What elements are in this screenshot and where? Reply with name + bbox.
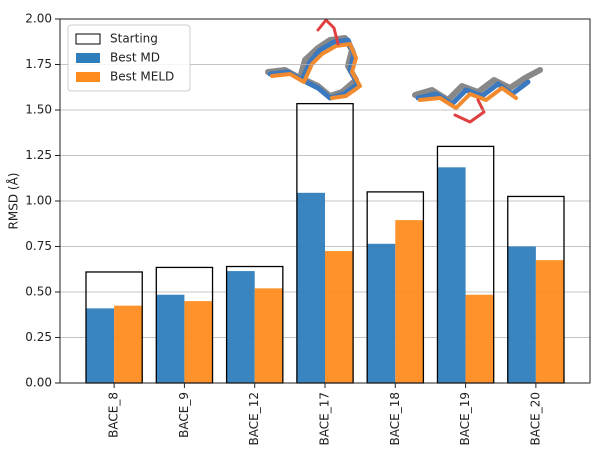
plot-frame bbox=[59, 18, 591, 384]
bar bbox=[296, 192, 325, 383]
y-tick-label: 0.25 bbox=[25, 330, 52, 344]
y-tick-label: 1.25 bbox=[25, 148, 52, 162]
x-tick-label: BACE_12 bbox=[247, 392, 261, 445]
x-tick-label: BACE_19 bbox=[458, 392, 472, 445]
legend-label: Best MD bbox=[110, 51, 160, 65]
bar bbox=[325, 251, 354, 383]
bar bbox=[226, 271, 255, 383]
bar bbox=[254, 288, 283, 383]
legend-swatch bbox=[76, 72, 100, 82]
x-tick-label: BACE_8 bbox=[107, 392, 121, 438]
y-tick-label: 0.50 bbox=[25, 285, 52, 299]
x-tick-label: BACE_20 bbox=[528, 392, 542, 445]
legend-label: Starting bbox=[110, 32, 158, 46]
y-tick-label: 2.00 bbox=[25, 12, 52, 26]
bar bbox=[395, 220, 424, 383]
bar bbox=[535, 260, 564, 383]
molecule-image bbox=[265, 18, 543, 124]
y-tick-label: 1.50 bbox=[25, 103, 52, 117]
bar bbox=[465, 294, 494, 383]
bar bbox=[86, 308, 115, 383]
legend-swatch bbox=[75, 33, 101, 45]
bar bbox=[437, 167, 466, 383]
bar bbox=[507, 246, 536, 383]
y-tick-label: 0.00 bbox=[25, 376, 52, 390]
legend-label: Best MELD bbox=[110, 70, 174, 84]
y-tick-label: 1.00 bbox=[25, 194, 52, 208]
bar bbox=[184, 301, 213, 383]
x-tick-label: BACE_9 bbox=[177, 392, 191, 438]
bar bbox=[367, 243, 396, 383]
x-tick-label: BACE_17 bbox=[318, 392, 332, 445]
legend: Starting Best MD Best MELD bbox=[67, 24, 191, 92]
bar bbox=[156, 294, 185, 383]
y-tick-label: 0.75 bbox=[25, 239, 52, 253]
x-tick-label: BACE_18 bbox=[388, 392, 402, 445]
y-axis-label: RMSD (Å) bbox=[6, 173, 21, 230]
y-tick-label: 1.75 bbox=[25, 57, 52, 71]
legend-swatch bbox=[76, 53, 100, 63]
bar bbox=[114, 305, 143, 383]
